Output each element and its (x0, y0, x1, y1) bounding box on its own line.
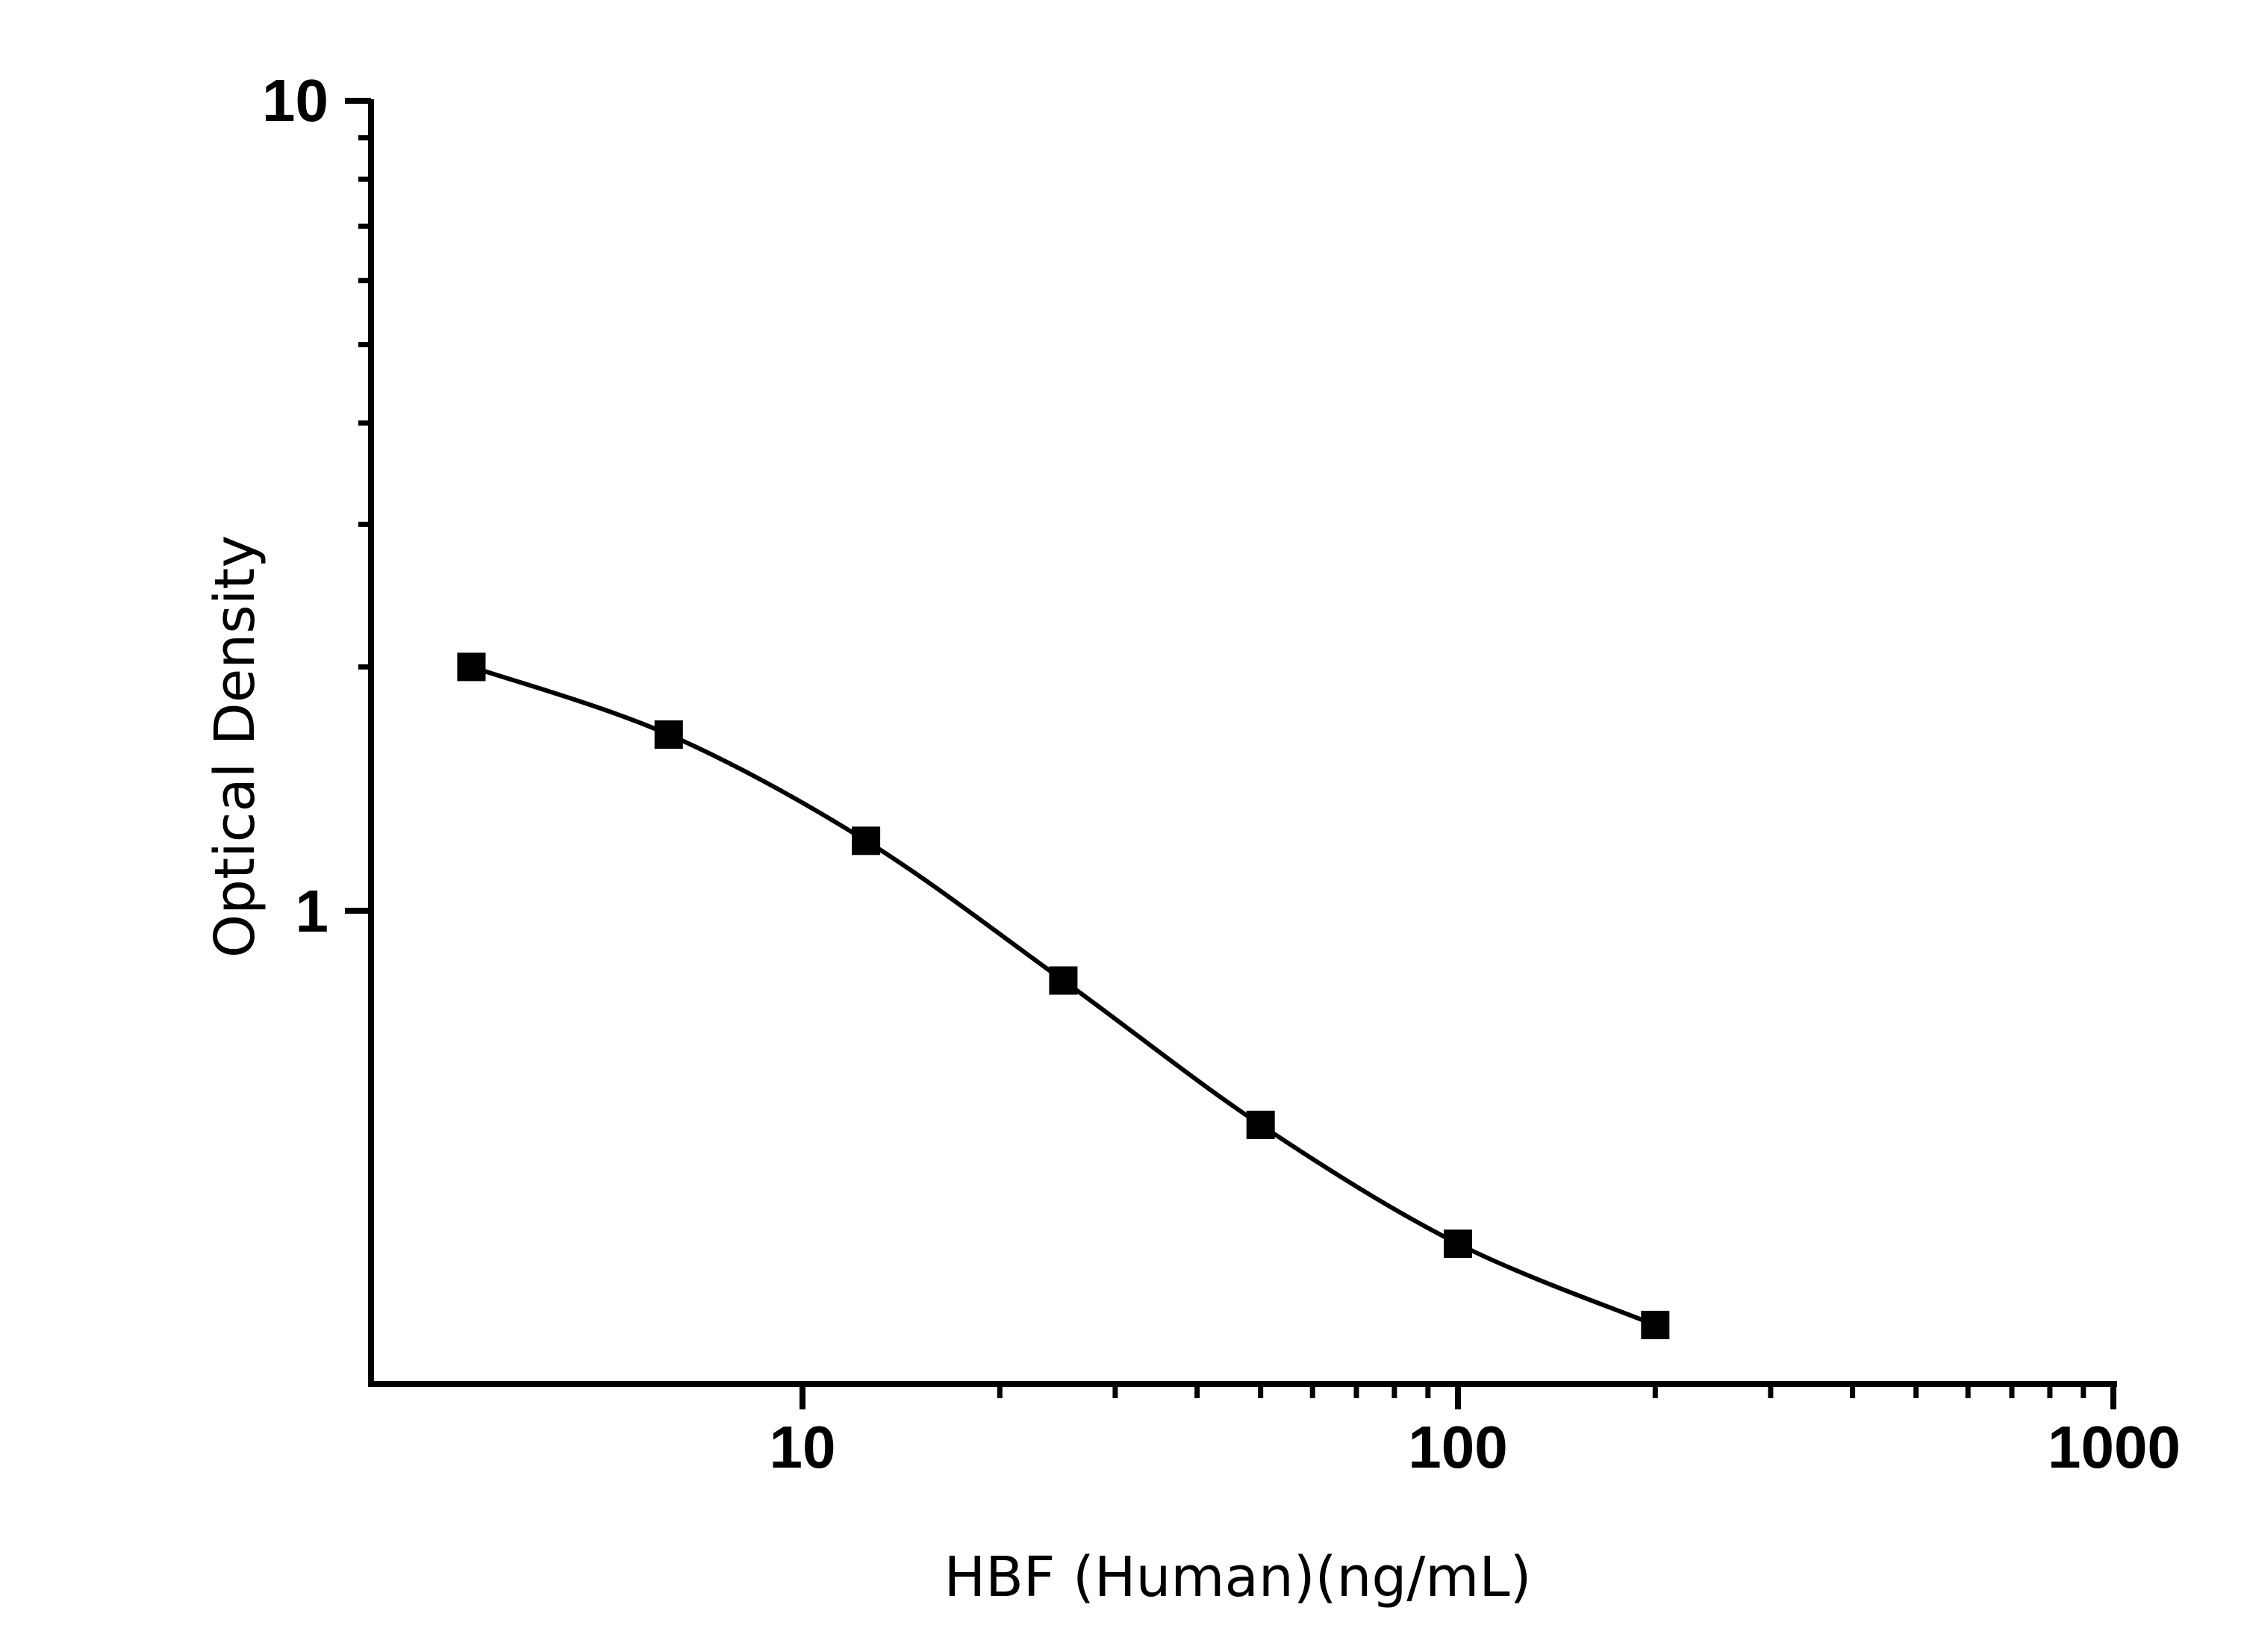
square-marker (457, 652, 486, 682)
data-markers (457, 652, 1670, 1339)
x-axis-title: HBF (Human)(ng/mL) (944, 1545, 1532, 1609)
square-marker (654, 720, 683, 749)
y-minor-ticks (358, 135, 371, 670)
y-major-ticks (345, 98, 371, 914)
y-axis-title: Optical Density (203, 535, 267, 958)
square-marker (852, 826, 881, 855)
square-marker (1641, 1310, 1670, 1339)
x-tick-label-1000: 1000 (2048, 1414, 2181, 1480)
y-tick-label-10: 10 (262, 67, 328, 134)
fit-curve (470, 664, 1656, 1327)
square-marker (1444, 1229, 1472, 1259)
square-marker (1049, 966, 1078, 995)
square-marker (1246, 1110, 1275, 1139)
x-major-ticks (800, 1384, 2116, 1409)
x-tick-label-100: 100 (1408, 1414, 1507, 1480)
y-tick-label-1: 1 (296, 878, 329, 944)
x-tick-label-10: 10 (770, 1414, 836, 1480)
